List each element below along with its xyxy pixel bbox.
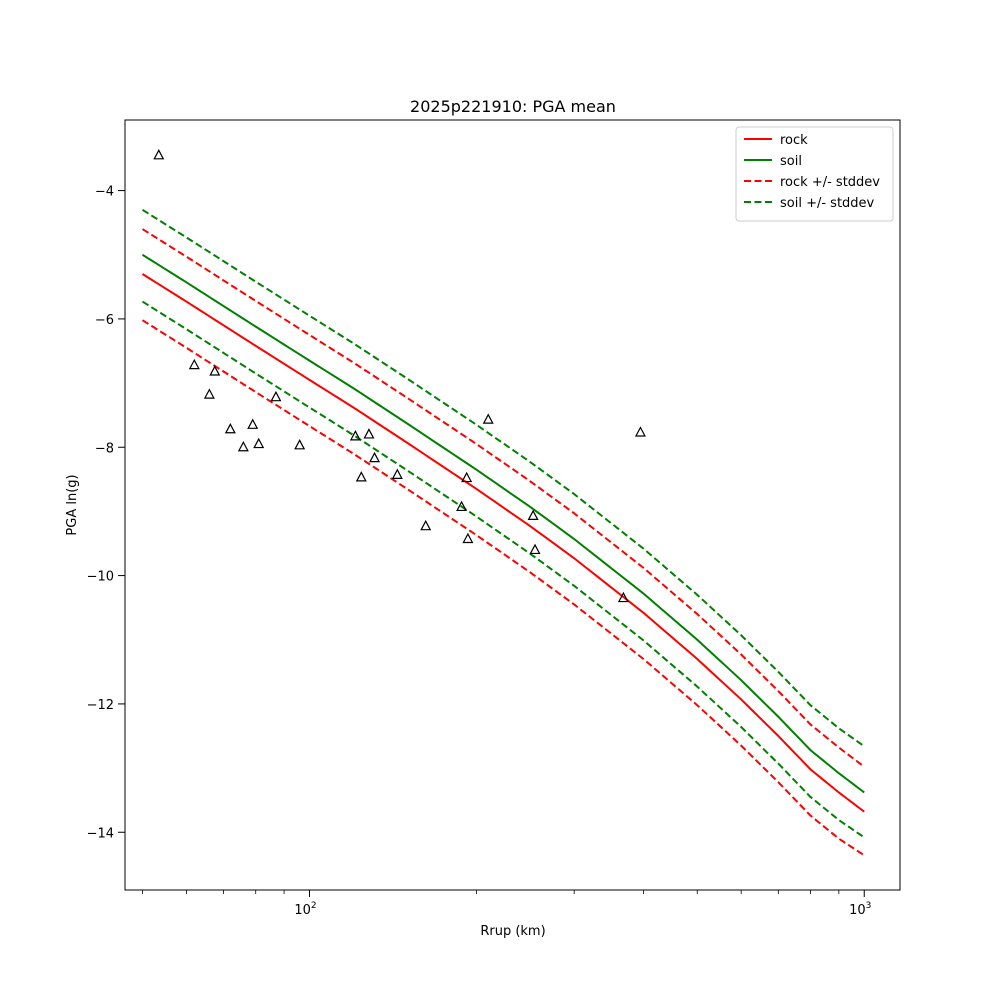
legend-box [735,126,894,222]
observation-marker [369,451,381,463]
observation-marker [462,532,474,544]
observation-marker [456,500,468,512]
series-line-1 [141,253,865,794]
observation-marker [529,543,541,555]
axis-ticks: 102 103−4−6−8−10−12−14 [87,185,872,918]
observation-marker [209,365,221,376]
plot-frame [124,119,901,891]
observation-marker [188,358,200,370]
observation-marker [363,428,375,439]
legend-label: soil +/- stddev [780,196,875,211]
observation-marker [420,519,432,531]
legend-label: rock +/- stddev [780,175,880,190]
observation-marker [237,440,249,452]
y-tick-label: −8 [95,441,114,456]
observation-marker [391,468,403,479]
y-tick-label: −6 [95,313,114,328]
y-tick-label: −4 [95,185,114,200]
observation-marker [634,426,646,437]
y-tick-label: −12 [87,698,114,713]
observation-marker [461,471,473,483]
series-line-0 [141,273,865,813]
observation-marker [527,509,539,521]
x-axis-label: Rrup (km) [480,924,545,939]
y-axis-label: PGA ln(g) [65,474,80,535]
legend-label: soil [780,154,802,169]
observation-marker [294,439,306,450]
series-line-3 [141,319,865,857]
series-line-2 [141,228,865,768]
legend: rock soil rock +/- stddev soil +/- stddev [735,126,894,222]
observation-marker [355,471,367,482]
observation-marker [482,413,494,424]
y-tick-label: −14 [87,826,114,841]
observation-marker [253,437,265,449]
observation-marker [349,430,361,441]
observation-marker [617,591,629,603]
legend-label: rock [780,133,808,148]
chart-title: 2025p221910: PGA mean [410,97,616,116]
observation-marker [247,418,259,429]
observation-marker [270,390,282,402]
observation-marker [224,423,236,434]
plot-area [141,149,865,857]
y-tick-label: −10 [87,570,114,585]
observation-marker [203,388,215,399]
series-line-4 [141,208,865,748]
observation-marker [153,149,165,160]
